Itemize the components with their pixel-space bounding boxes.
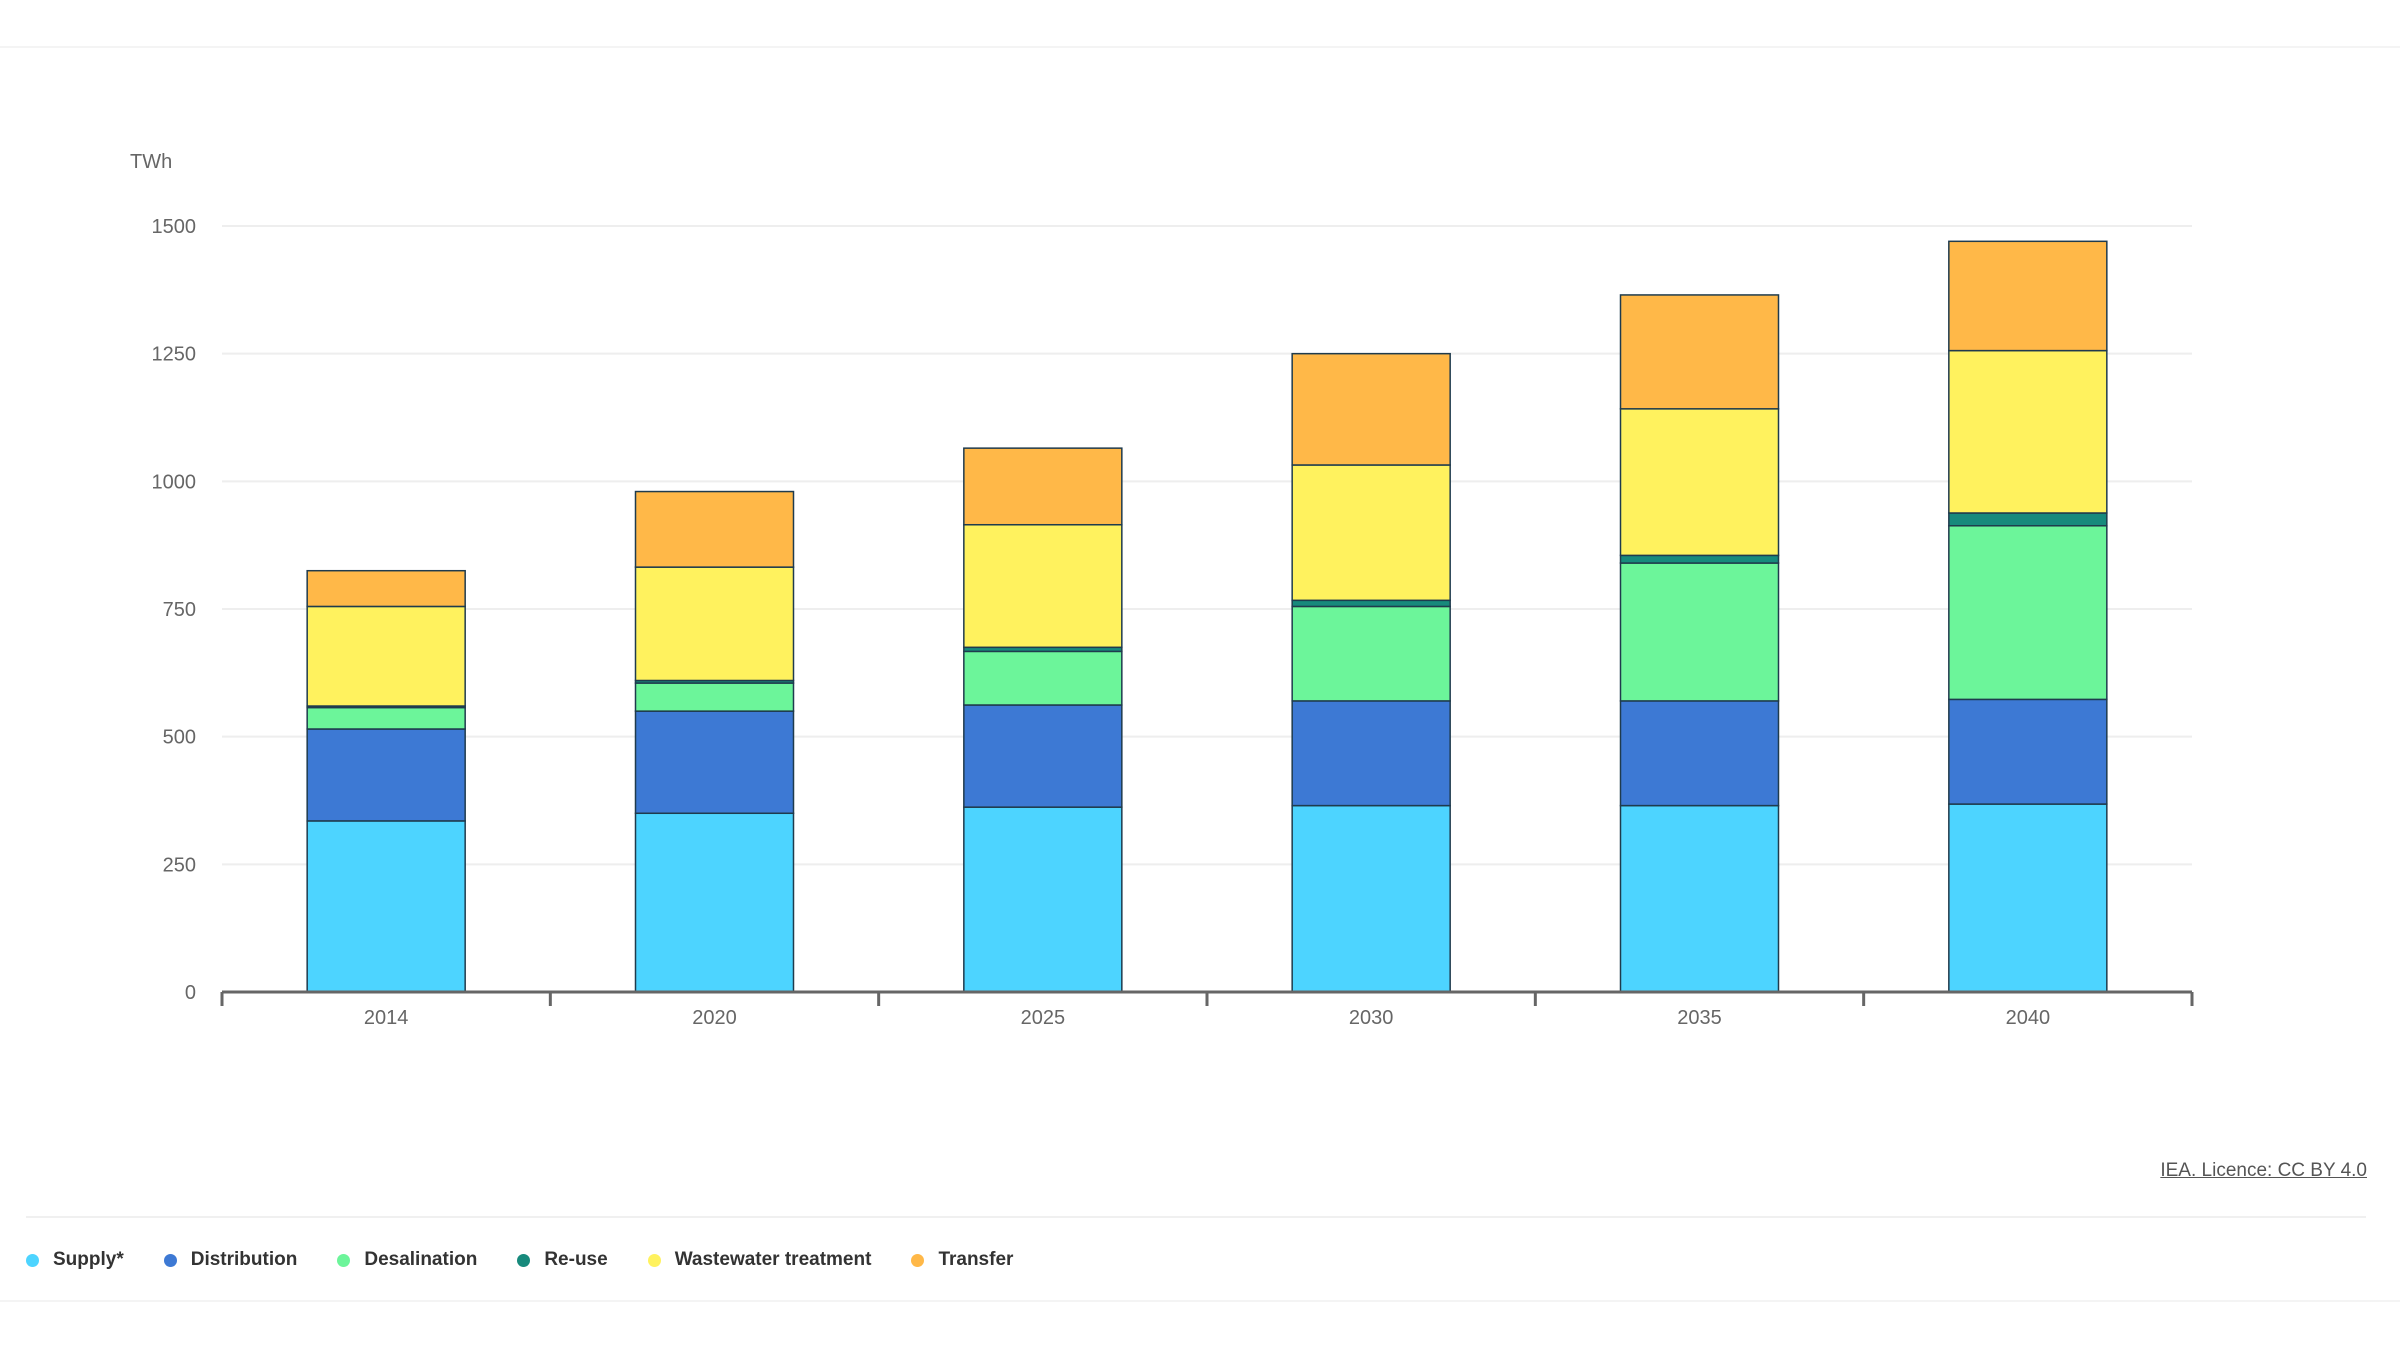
bar-segment: [306, 605, 466, 707]
x-tick-label: 2014: [364, 1007, 409, 1029]
bar-segment: [1291, 464, 1451, 602]
bar-segment: [963, 523, 1123, 649]
legend-item[interactable]: Transfer: [911, 1249, 1013, 1271]
y-tick-label: 1250: [152, 344, 197, 366]
y-tick-label: 0: [185, 982, 196, 1004]
x-tick-label: 2025: [1021, 1007, 1066, 1029]
top-divider: [0, 46, 2400, 48]
bar-segment: [1619, 562, 1780, 702]
bar-segment: [963, 806, 1123, 993]
y-tick-label: 750: [163, 599, 196, 621]
legend-label: Re-use: [544, 1249, 608, 1270]
y-tick-label: 500: [163, 727, 196, 749]
legend-label: Wastewater treatment: [674, 1249, 872, 1270]
legend-swatch-icon: [26, 1253, 39, 1267]
legend-item[interactable]: Re-use: [517, 1249, 608, 1271]
bar-segment: [1948, 698, 2108, 805]
bar-segment: [1619, 804, 1780, 993]
legend-swatch-icon: [517, 1253, 531, 1267]
legend-item[interactable]: Distribution: [163, 1249, 298, 1271]
legend-label: Distribution: [190, 1249, 298, 1270]
legend-label: Supply*: [53, 1249, 124, 1270]
bar-segment: [634, 490, 795, 568]
bar-segment: [1619, 700, 1780, 807]
legend-item[interactable]: Wastewater treatment: [647, 1249, 872, 1271]
y-axis-unit-label: TWh: [130, 151, 172, 173]
legend-divider: [26, 1216, 2366, 1218]
legend-item[interactable]: Desalination: [337, 1249, 477, 1271]
y-tick-label: 1500: [152, 216, 197, 238]
source-licence-link[interactable]: IEA. Licence: CC BY 4.0: [2160, 1160, 2367, 1181]
legend-swatch-icon: [337, 1253, 351, 1267]
bar-segment: [634, 566, 795, 682]
x-tick-label: 2020: [692, 1007, 737, 1029]
bar-segment: [1291, 605, 1451, 702]
x-tick-label: 2040: [2006, 1007, 2051, 1029]
y-tick-label: 1000: [152, 471, 197, 493]
bottom-divider: [0, 1300, 2400, 1302]
legend-swatch-icon: [911, 1253, 925, 1267]
bar-segment: [1291, 599, 1451, 608]
y-tick-label: 250: [163, 854, 196, 876]
bar-segment: [1619, 408, 1780, 557]
bar-segment: [306, 706, 466, 730]
bar-segment: [963, 447, 1123, 526]
x-tick-label: 2035: [1677, 1007, 1722, 1029]
bar-segment: [1291, 700, 1451, 807]
bar-segment: [306, 728, 466, 822]
legend-item[interactable]: Supply*: [26, 1249, 124, 1271]
x-tick-label: 2030: [1349, 1007, 1394, 1029]
bar-segment: [1619, 294, 1780, 410]
bar-segment: [1948, 240, 2108, 352]
chart-plot: TWh 0 250 500 750 1000 1250 1500 2014 2020 2025 203…: [130, 151, 2194, 1029]
bar-segment: [1948, 525, 2108, 701]
legend-swatch-icon: [163, 1253, 177, 1267]
bar-segment: [963, 650, 1123, 706]
bar-segment: [634, 710, 795, 815]
bar-segment: [306, 569, 466, 608]
bar-segment: [1291, 352, 1451, 466]
bar-segment: [1948, 512, 2108, 527]
legend-label: Desalination: [364, 1249, 478, 1270]
bar-segment: [1291, 804, 1451, 993]
bar-segment: [963, 704, 1123, 808]
legend: Supply* Distribution Desalination Re-use Was…: [26, 1240, 1053, 1280]
bar-segment: [634, 812, 795, 993]
legend-swatch-icon: [647, 1253, 661, 1267]
bar-segment: [306, 820, 466, 993]
bar-segment: [1619, 554, 1780, 564]
bar-segment: [1948, 803, 2108, 993]
bar-segment: [634, 682, 795, 712]
legend-label: Transfer: [938, 1249, 1014, 1270]
bar-segment: [1948, 349, 2108, 514]
